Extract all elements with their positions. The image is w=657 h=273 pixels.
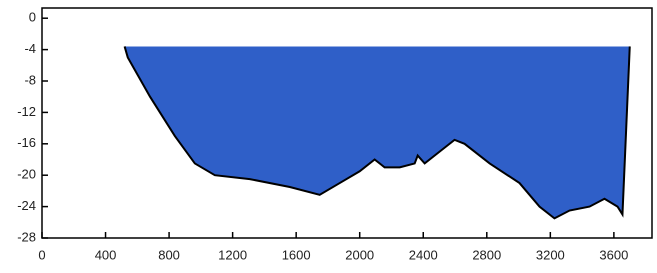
y-tick-label: -4 xyxy=(24,41,36,56)
x-tick-label: 3200 xyxy=(536,247,565,262)
x-tick-label: 1200 xyxy=(218,247,247,262)
x-tick-label: 2800 xyxy=(472,247,501,262)
chart: 0-4-8-12-16-20-24-2804008001200160020002… xyxy=(0,0,657,273)
x-tick-label: 2400 xyxy=(409,247,438,262)
y-tick-label: -20 xyxy=(17,167,36,182)
y-tick-label: -8 xyxy=(24,72,36,87)
flow-area xyxy=(125,46,630,218)
y-tick-label: -16 xyxy=(17,135,36,150)
y-tick-label: -12 xyxy=(17,104,36,119)
page: 0-4-8-12-16-20-24-2804008001200160020002… xyxy=(0,0,657,273)
x-tick-label: 0 xyxy=(38,247,45,262)
x-tick-label: 1600 xyxy=(282,247,311,262)
y-tick-label: -28 xyxy=(17,229,36,244)
x-tick-label: 400 xyxy=(95,247,117,262)
y-tick-label: 0 xyxy=(29,10,36,25)
y-tick-label: -24 xyxy=(17,198,36,213)
x-tick-label: 3600 xyxy=(599,247,628,262)
x-tick-label: 800 xyxy=(158,247,180,262)
x-tick-label: 2000 xyxy=(345,247,374,262)
